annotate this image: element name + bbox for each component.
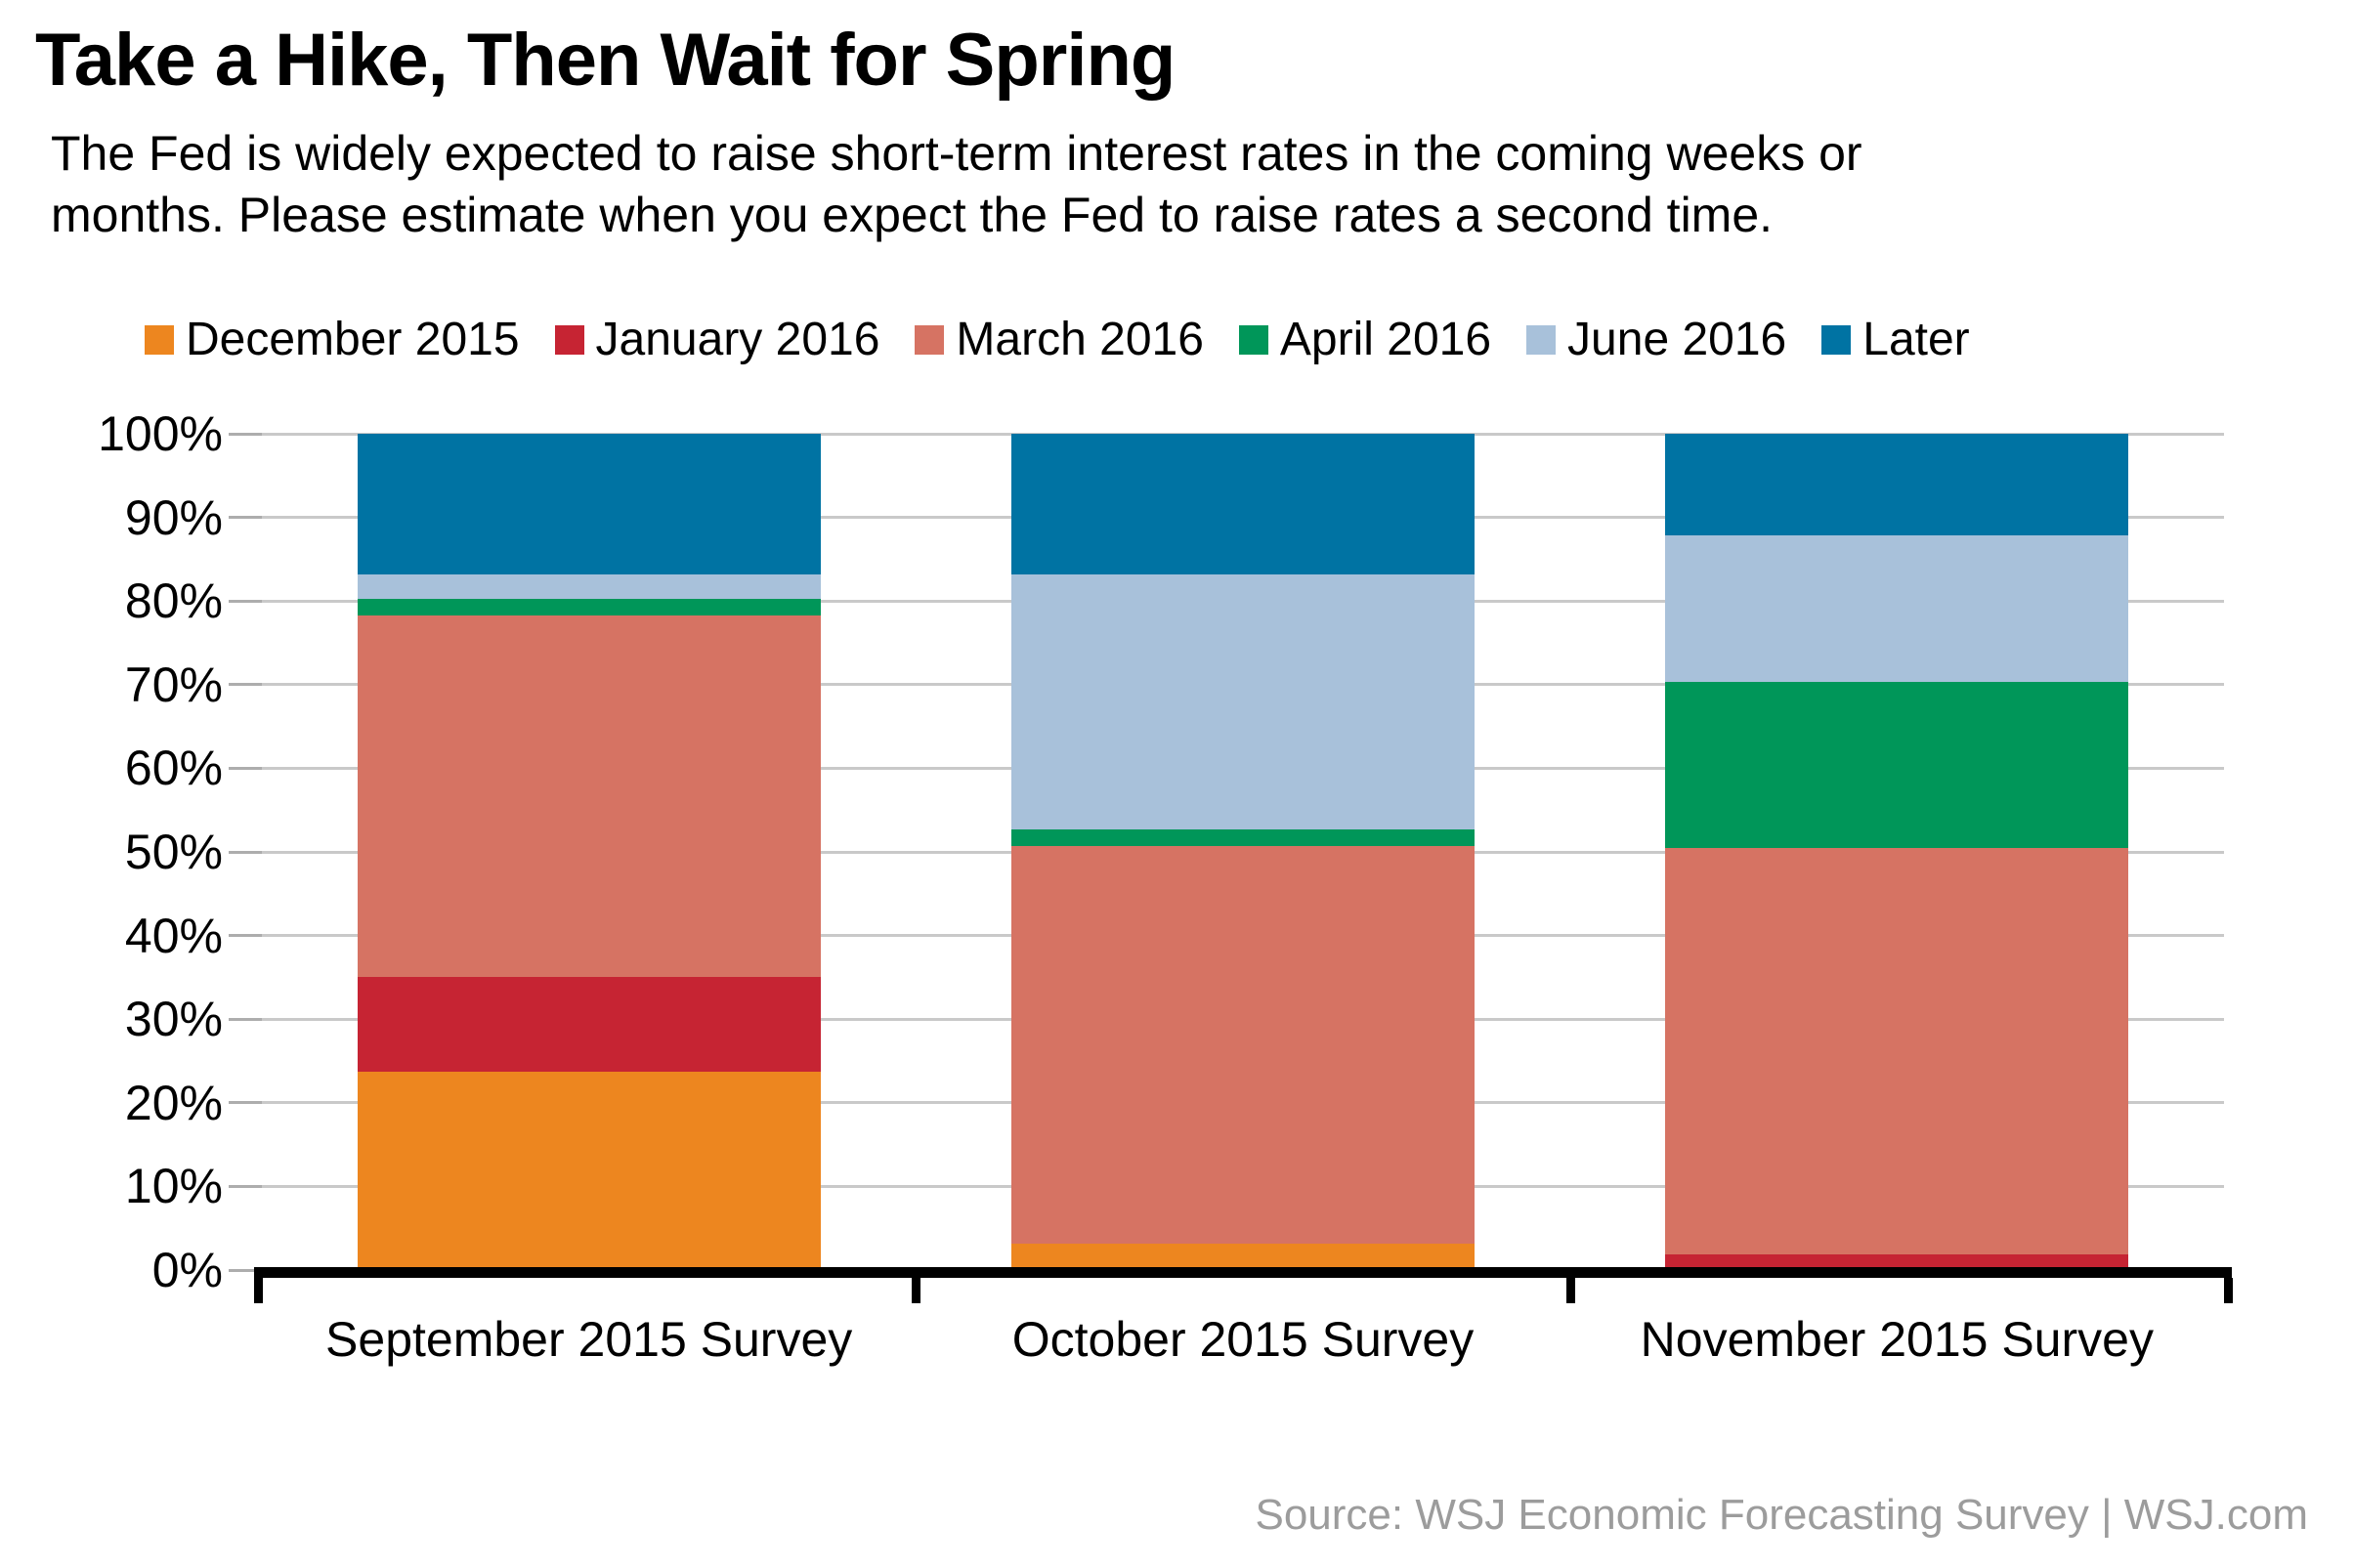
y-axis-tick-90 bbox=[229, 516, 262, 520]
bar-segment-september-2015-survey-january-2016 bbox=[357, 977, 821, 1073]
legend-swatch-april-2016 bbox=[1238, 324, 1268, 355]
y-axis-tick-80 bbox=[229, 599, 262, 603]
y-axis-tick-70 bbox=[229, 683, 262, 687]
legend-label: January 2016 bbox=[595, 314, 880, 365]
legend-swatch-june-2016 bbox=[1526, 324, 1557, 355]
source-credit: Source: WSJ Economic Forecasting Survey … bbox=[1255, 1491, 2308, 1539]
x-axis-tick bbox=[1565, 1278, 1575, 1303]
bar-segment-november-2015-survey-later bbox=[1665, 434, 2129, 536]
bar-segment-october-2015-survey-december-2015 bbox=[1011, 1243, 1475, 1270]
y-axis-label: 70% bbox=[124, 657, 223, 712]
bar-segment-november-2015-survey-march-2016 bbox=[1665, 847, 2129, 1254]
subtitle-line-1: The Fed is widely expected to raise shor… bbox=[51, 126, 1862, 181]
bar-segment-october-2015-survey-later bbox=[1011, 434, 1475, 574]
y-axis-tick-30 bbox=[229, 1017, 262, 1021]
x-axis-label-october-2015-survey: October 2015 Survey bbox=[1011, 1312, 1475, 1367]
y-axis-label: 30% bbox=[124, 992, 223, 1047]
x-axis-line bbox=[254, 1267, 2232, 1278]
legend-item-march-2016: March 2016 bbox=[915, 313, 1204, 366]
legend-item-june-2016: June 2016 bbox=[1526, 313, 1786, 366]
bar-segment-october-2015-survey-april-2016 bbox=[1011, 828, 1475, 846]
bar-segment-october-2015-survey-june-2016 bbox=[1011, 573, 1475, 829]
x-axis-label-november-2015-survey: November 2015 Survey bbox=[1640, 1312, 2154, 1367]
legend-item-later: Later bbox=[1821, 313, 1970, 366]
chart-subtitle: The Fed is widely expected to raise shor… bbox=[51, 123, 1862, 246]
legend-label: June 2016 bbox=[1567, 314, 1787, 365]
x-axis-tick bbox=[254, 1278, 263, 1303]
legend-label: December 2015 bbox=[186, 314, 520, 365]
bar-segment-september-2015-survey-december-2015 bbox=[357, 1072, 821, 1270]
bar-segment-september-2015-survey-june-2016 bbox=[357, 573, 821, 600]
legend-item-december-2015: December 2015 bbox=[145, 313, 520, 366]
y-axis-tick-0 bbox=[229, 1268, 262, 1272]
chart-title: Take a Hike, Then Wait for Spring bbox=[35, 19, 1176, 102]
bar-segment-september-2015-survey-march-2016 bbox=[357, 614, 821, 978]
y-axis-tick-10 bbox=[229, 1184, 262, 1188]
y-axis-tick-20 bbox=[229, 1101, 262, 1105]
y-axis-label: 60% bbox=[124, 741, 223, 796]
y-axis-label: 20% bbox=[124, 1075, 223, 1130]
legend-swatch-december-2015 bbox=[145, 324, 174, 355]
y-axis-tick-60 bbox=[229, 766, 262, 770]
legend-swatch-january-2016 bbox=[554, 324, 584, 355]
x-axis-tick bbox=[912, 1278, 921, 1303]
bar-segment-september-2015-survey-later bbox=[357, 434, 821, 574]
bar-segment-november-2015-survey-april-2016 bbox=[1665, 682, 2129, 848]
y-axis-label: 90% bbox=[124, 489, 223, 545]
bar-segment-november-2015-survey-january-2016 bbox=[1665, 1253, 2129, 1270]
legend-item-april-2016: April 2016 bbox=[1238, 313, 1492, 366]
legend-item-january-2016: January 2016 bbox=[554, 313, 880, 366]
legend: December 2015 January 2016 March 2016 April… bbox=[145, 313, 1970, 366]
y-axis-label: 40% bbox=[124, 908, 223, 963]
y-axis-tick-40 bbox=[229, 934, 262, 938]
legend-label: March 2016 bbox=[956, 314, 1204, 365]
x-axis-tick bbox=[2224, 1278, 2233, 1303]
y-axis-tick-50 bbox=[229, 850, 262, 854]
subtitle-line-2: months. Please estimate when you expect … bbox=[51, 188, 1774, 242]
x-axis-label-september-2015-survey: September 2015 Survey bbox=[325, 1312, 853, 1367]
bar-segment-october-2015-survey-march-2016 bbox=[1011, 846, 1475, 1244]
y-axis-label: 50% bbox=[124, 825, 223, 879]
y-axis-label: 100% bbox=[98, 406, 223, 461]
y-axis-tick-100 bbox=[229, 432, 262, 436]
y-axis-label: 80% bbox=[124, 573, 223, 629]
legend-swatch-march-2016 bbox=[915, 324, 945, 355]
legend-label: April 2016 bbox=[1279, 314, 1492, 365]
legend-label: Later bbox=[1862, 314, 1970, 365]
legend-swatch-later bbox=[1821, 324, 1852, 355]
bar-segment-november-2015-survey-june-2016 bbox=[1665, 535, 2129, 683]
y-axis-label: 10% bbox=[124, 1159, 223, 1214]
bar-segment-september-2015-survey-april-2016 bbox=[357, 599, 821, 615]
y-axis-label: 0% bbox=[151, 1243, 223, 1297]
